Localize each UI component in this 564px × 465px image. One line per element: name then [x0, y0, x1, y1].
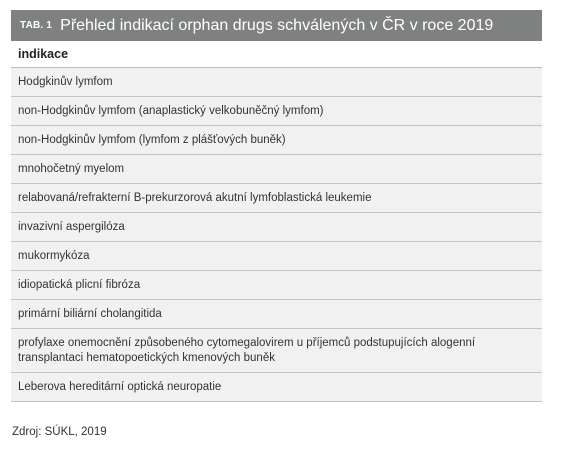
table-row: relabovaná/refrakterní B-prekurzorová ak… — [11, 184, 542, 213]
table-row: non-Hodgkinův lymfom (lymfom z plášťovýc… — [11, 126, 542, 155]
table-row: profylaxe onemocnění způsobeného cytomeg… — [11, 329, 542, 373]
table-row: mnohočetný myelom — [11, 155, 542, 184]
indications-table: TAB. 1 Přehled indikací orphan drugs sch… — [11, 10, 542, 402]
table-row: primární biliární cholangitida — [11, 300, 542, 329]
table-row: idiopatická plicní fibróza — [11, 271, 542, 300]
table-title: Přehled indikací orphan drugs schválenýc… — [60, 16, 494, 34]
table-row: Leberova hereditární optická neuropatie — [11, 373, 542, 402]
source-note: Zdroj: SÚKL, 2019 — [12, 426, 107, 438]
table-row: mukormykóza — [11, 242, 542, 271]
column-header: indikace — [11, 41, 542, 68]
table-label: TAB. 1 — [20, 20, 53, 31]
table-body: Hodgkinův lymfom non-Hodgkinův lymfom (a… — [11, 68, 542, 402]
table-row: Hodgkinův lymfom — [11, 68, 542, 97]
table-row: invazivní aspergilóza — [11, 213, 542, 242]
table-header: TAB. 1 Přehled indikací orphan drugs sch… — [11, 10, 542, 41]
table-row: non-Hodgkinův lymfom (anaplastický velko… — [11, 97, 542, 126]
